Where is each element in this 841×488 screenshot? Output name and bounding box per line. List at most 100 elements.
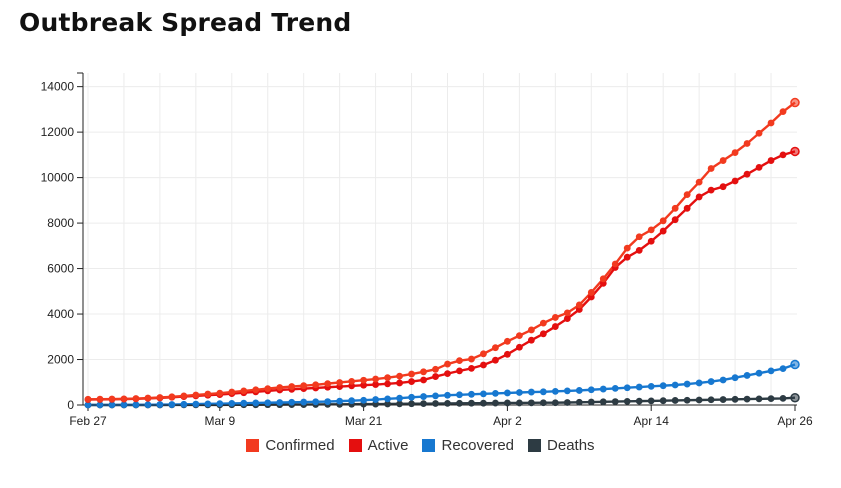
data-point-deaths[interactable] <box>587 398 595 406</box>
data-point-recovered[interactable] <box>168 401 176 408</box>
data-point-confirmed[interactable] <box>683 191 691 199</box>
data-point-recovered[interactable] <box>587 386 595 394</box>
data-point-recovered[interactable] <box>192 400 200 408</box>
data-point-deaths[interactable] <box>527 399 535 407</box>
data-point-confirmed[interactable] <box>767 119 775 127</box>
data-point-deaths[interactable] <box>755 395 763 403</box>
data-point-recovered[interactable] <box>767 367 775 375</box>
data-point-recovered[interactable] <box>408 393 415 401</box>
data-point-confirmed[interactable] <box>396 372 403 380</box>
data-point-confirmed[interactable] <box>384 374 391 382</box>
data-point-deaths[interactable] <box>599 398 607 406</box>
data-point-deaths[interactable] <box>731 395 739 403</box>
data-point-active[interactable] <box>635 246 643 254</box>
data-point-confirmed[interactable] <box>551 314 559 321</box>
data-point-deaths[interactable] <box>480 399 487 407</box>
data-point-recovered[interactable] <box>456 391 463 399</box>
data-point-active[interactable] <box>731 177 739 185</box>
data-point-confirmed[interactable] <box>432 365 439 373</box>
data-point-confirmed[interactable] <box>790 97 800 108</box>
data-point-recovered[interactable] <box>719 376 727 384</box>
data-point-confirmed[interactable] <box>180 392 188 400</box>
data-point-recovered[interactable] <box>132 401 140 409</box>
data-point-active[interactable] <box>432 373 439 380</box>
data-point-recovered[interactable] <box>647 382 655 390</box>
data-point-confirmed[interactable] <box>132 395 140 402</box>
data-point-active[interactable] <box>695 193 703 201</box>
data-point-recovered[interactable] <box>599 385 607 393</box>
data-point-recovered[interactable] <box>563 387 571 395</box>
data-point-confirmed[interactable] <box>515 332 523 340</box>
data-point-deaths[interactable] <box>444 400 451 407</box>
data-point-active[interactable] <box>396 379 403 387</box>
data-point-confirmed[interactable] <box>156 394 164 401</box>
data-point-recovered[interactable] <box>324 398 332 405</box>
data-point-recovered[interactable] <box>683 380 691 388</box>
data-point-deaths[interactable] <box>671 397 679 404</box>
data-point-confirmed[interactable] <box>647 226 655 234</box>
data-point-recovered[interactable] <box>468 390 475 398</box>
data-point-confirmed[interactable] <box>587 289 595 296</box>
data-point-recovered[interactable] <box>779 365 787 373</box>
data-point-active[interactable] <box>408 378 415 385</box>
data-point-confirmed[interactable] <box>372 375 379 383</box>
data-point-confirmed[interactable] <box>695 178 703 186</box>
data-point-confirmed[interactable] <box>360 376 368 384</box>
data-point-confirmed[interactable] <box>707 165 715 172</box>
data-point-confirmed[interactable] <box>623 244 631 252</box>
data-point-active[interactable] <box>492 356 499 364</box>
data-point-recovered[interactable] <box>575 387 583 394</box>
data-point-confirmed[interactable] <box>288 383 296 390</box>
data-point-confirmed[interactable] <box>228 388 236 396</box>
data-point-confirmed[interactable] <box>456 357 463 365</box>
data-point-active[interactable] <box>504 350 511 358</box>
data-point-confirmed[interactable] <box>408 370 415 378</box>
data-point-recovered[interactable] <box>336 397 344 405</box>
data-point-recovered[interactable] <box>120 401 128 409</box>
data-point-active[interactable] <box>515 343 523 351</box>
data-point-active[interactable] <box>659 227 667 235</box>
data-point-recovered[interactable] <box>480 390 487 398</box>
data-point-confirmed[interactable] <box>563 309 571 317</box>
data-point-recovered[interactable] <box>659 382 667 390</box>
data-point-confirmed[interactable] <box>144 394 152 402</box>
data-point-confirmed[interactable] <box>539 319 547 327</box>
data-point-deaths[interactable] <box>743 395 751 403</box>
data-point-recovered[interactable] <box>228 400 236 407</box>
data-point-deaths[interactable] <box>647 397 655 405</box>
data-point-deaths[interactable] <box>790 392 800 403</box>
data-point-recovered[interactable] <box>551 387 559 395</box>
data-point-confirmed[interactable] <box>755 129 763 137</box>
data-point-deaths[interactable] <box>515 399 523 407</box>
data-point-recovered[interactable] <box>264 399 272 407</box>
data-point-deaths[interactable] <box>539 399 547 407</box>
data-point-deaths[interactable] <box>551 399 559 407</box>
data-point-confirmed[interactable] <box>204 390 212 398</box>
data-point-active[interactable] <box>456 367 463 375</box>
data-point-recovered[interactable] <box>444 391 451 399</box>
data-point-confirmed[interactable] <box>504 337 511 345</box>
data-point-deaths[interactable] <box>384 400 391 408</box>
data-point-confirmed[interactable] <box>731 149 739 156</box>
data-point-deaths[interactable] <box>611 398 619 405</box>
data-point-active[interactable] <box>719 183 727 191</box>
data-point-recovered[interactable] <box>790 359 800 370</box>
data-point-confirmed[interactable] <box>96 395 104 403</box>
data-point-confirmed[interactable] <box>240 387 248 395</box>
data-point-deaths[interactable] <box>563 399 571 406</box>
data-point-confirmed[interactable] <box>216 389 224 397</box>
data-point-deaths[interactable] <box>396 400 403 408</box>
data-point-confirmed[interactable] <box>779 108 787 116</box>
data-point-deaths[interactable] <box>432 400 439 407</box>
data-point-recovered[interactable] <box>527 388 535 396</box>
data-point-confirmed[interactable] <box>300 382 308 390</box>
data-point-recovered[interactable] <box>276 399 284 406</box>
data-point-deaths[interactable] <box>635 397 643 405</box>
data-point-recovered[interactable] <box>695 379 703 387</box>
data-point-recovered[interactable] <box>432 392 439 400</box>
data-point-recovered[interactable] <box>144 401 152 409</box>
data-point-active[interactable] <box>707 186 715 194</box>
data-point-active[interactable] <box>384 380 391 388</box>
data-point-recovered[interactable] <box>252 399 260 407</box>
data-point-recovered[interactable] <box>84 401 92 409</box>
